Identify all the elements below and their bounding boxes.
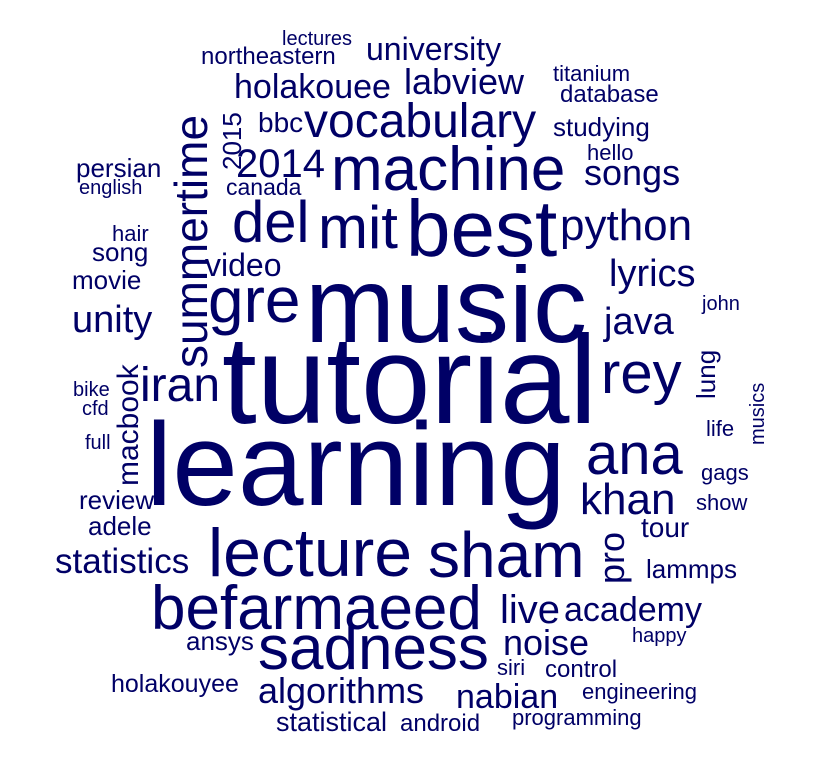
word-del: del (232, 190, 310, 255)
word-academy: academy (564, 591, 702, 629)
word-algorithms: algorithms (258, 670, 425, 711)
word-english: english (79, 177, 143, 199)
word-songs: songs (584, 152, 681, 193)
word-ana: ana (586, 422, 683, 487)
word-full: full (85, 432, 111, 454)
word-lectures: lectures (282, 28, 353, 50)
word-university: university (366, 31, 502, 67)
word-sadness: sadness (258, 614, 489, 683)
word-northeastern: northeastern (201, 43, 336, 70)
word-persian: persian (76, 153, 162, 183)
word-machine: machine (331, 135, 566, 204)
word-ansys: ansys (186, 626, 254, 656)
word-java: java (604, 301, 674, 343)
word-lyrics: lyrics (609, 253, 696, 295)
word-hair: hair (112, 221, 149, 246)
word-nabian: nabian (456, 678, 559, 716)
word-tour: tour (641, 512, 690, 543)
word-statistical: statistical (276, 707, 388, 737)
word-lecture: lecture (208, 515, 413, 591)
word-macbook: macbook (112, 364, 145, 486)
word-statistics: statistics (55, 542, 190, 581)
word-holakouee: holakouee (234, 68, 391, 106)
word-music: music (305, 244, 588, 365)
word-sham: sham (428, 519, 585, 591)
word-lammps: lammps (646, 554, 738, 584)
word-gags: gags (701, 460, 749, 485)
word-control: control (545, 656, 618, 683)
word-lung: lung (691, 349, 721, 399)
word-song: song (92, 237, 149, 267)
word-tutorial: tutorial (222, 311, 598, 450)
word-mit: mit (318, 194, 398, 261)
word-learning: learning (146, 399, 566, 531)
word-hello: hello (587, 140, 634, 165)
word-live: live (500, 588, 561, 632)
word-befarmaeed: befarmaeed (151, 574, 482, 643)
word-studying: studying (553, 112, 650, 142)
word-android: android (400, 710, 481, 737)
word-iran: iran (140, 359, 221, 412)
word-life: life (706, 416, 735, 441)
word-python: python (560, 201, 693, 250)
word-pro: pro (591, 531, 632, 584)
word-john: john (702, 293, 740, 315)
word-best: best (406, 184, 558, 273)
word-engineering: engineering (582, 679, 697, 704)
word-gre: gre (208, 264, 301, 336)
word-adele: adele (88, 511, 152, 541)
word-rey: rey (601, 341, 682, 406)
word-programming: programming (512, 705, 642, 730)
word-2015: 2015 (217, 112, 247, 170)
word-musics: musics (747, 382, 769, 445)
word-movie: movie (72, 265, 142, 295)
word-database: database (560, 81, 659, 108)
word-canada: canada (226, 174, 302, 200)
word-holakouyee: holakouyee (111, 670, 239, 698)
word-2014: 2014 (236, 142, 325, 186)
word-titanium: titanium (553, 61, 631, 86)
word-khan: khan (580, 475, 676, 524)
word-siri: siri (497, 655, 526, 680)
word-review: review (79, 485, 155, 515)
word-labview: labview (404, 61, 525, 102)
word-unity: unity (72, 299, 153, 341)
word-noise: noise (503, 622, 590, 663)
word-happy: happy (632, 625, 687, 647)
word-bike: bike (73, 379, 110, 401)
word-cfd: cfd (82, 398, 109, 420)
word-show: show (696, 490, 748, 515)
word-vocabulary: vocabulary (304, 95, 537, 148)
word-bbc: bbc (258, 107, 304, 138)
word-video: video (205, 247, 282, 283)
